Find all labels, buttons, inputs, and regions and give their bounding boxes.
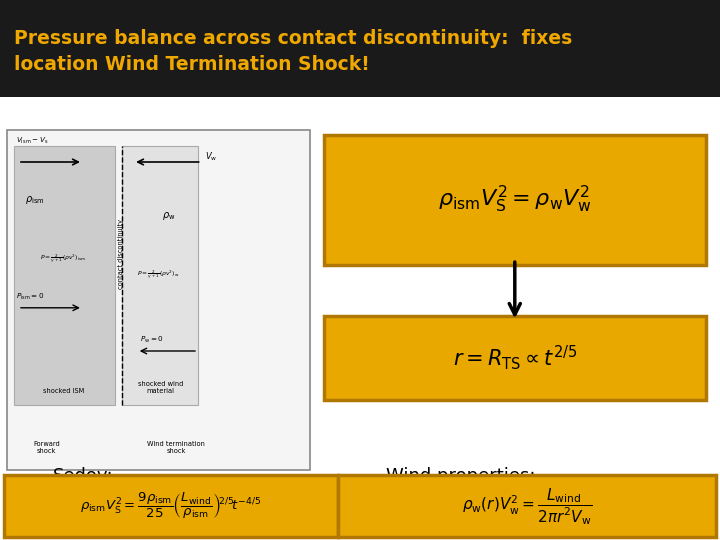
Text: Sedov:: Sedov: — [53, 467, 113, 485]
FancyBboxPatch shape — [14, 146, 115, 405]
Text: $\rho_{\rm w}(r)V_{\rm w}^2 = \dfrac{L_{\rm wind}}{2\pi r^2 V_{\rm w}}$: $\rho_{\rm w}(r)V_{\rm w}^2 = \dfrac{L_{… — [462, 486, 593, 526]
Text: $P_{\rm w}=0$: $P_{\rm w}=0$ — [140, 335, 164, 345]
Text: $\rho_{\rm ism}V_{\rm S}^2 = \dfrac{9\rho_{\rm ism}}{25}\left(\dfrac{L_{\rm wind: $\rho_{\rm ism}V_{\rm S}^2 = \dfrac{9\rh… — [80, 491, 262, 521]
FancyBboxPatch shape — [324, 316, 706, 400]
FancyBboxPatch shape — [122, 146, 198, 405]
Text: $P=\frac{2}{\gamma+1}(\rho v^2)_{\rm w}$: $P=\frac{2}{\gamma+1}(\rho v^2)_{\rm w}$ — [138, 269, 179, 282]
Text: $\rho_{\rm ism}$: $\rho_{\rm ism}$ — [24, 194, 45, 206]
Text: $V_{\rm ism}-V_{\rm s}$: $V_{\rm ism}-V_{\rm s}$ — [16, 136, 48, 146]
Text: $r = R_{\rm TS} \propto t^{2/5}$: $r = R_{\rm TS} \propto t^{2/5}$ — [453, 343, 577, 372]
Text: Wind termination
shock: Wind termination shock — [148, 441, 205, 454]
Text: $\rho_{\rm w}$: $\rho_{\rm w}$ — [163, 210, 176, 222]
Text: $P=\frac{2}{\gamma+1}(\rho v^2)_{\rm ism}$: $P=\frac{2}{\gamma+1}(\rho v^2)_{\rm ism… — [40, 253, 86, 266]
Text: Forward
shock: Forward shock — [33, 441, 60, 454]
Text: $V_{\rm w}$: $V_{\rm w}$ — [205, 150, 217, 163]
FancyBboxPatch shape — [4, 475, 338, 537]
FancyBboxPatch shape — [7, 130, 310, 470]
Text: contact discontinuity: contact discontinuity — [118, 219, 124, 289]
Text: $P_{\rm ism}=0$: $P_{\rm ism}=0$ — [16, 292, 45, 302]
FancyBboxPatch shape — [0, 97, 720, 540]
Text: Pressure balance across contact discontinuity:  fixes
location Wind Termination : Pressure balance across contact disconti… — [14, 29, 572, 73]
Text: $\rho_{\rm ism}V_{\rm S}^2 = \rho_{\rm w}V_{\rm w}^2$: $\rho_{\rm ism}V_{\rm S}^2 = \rho_{\rm w… — [438, 184, 592, 215]
Text: Wind properties:: Wind properties: — [386, 467, 536, 485]
FancyBboxPatch shape — [338, 475, 716, 537]
Text: shocked wind
material: shocked wind material — [138, 381, 184, 394]
FancyBboxPatch shape — [0, 0, 720, 97]
FancyBboxPatch shape — [324, 135, 706, 265]
Text: shocked ISM: shocked ISM — [42, 388, 84, 394]
